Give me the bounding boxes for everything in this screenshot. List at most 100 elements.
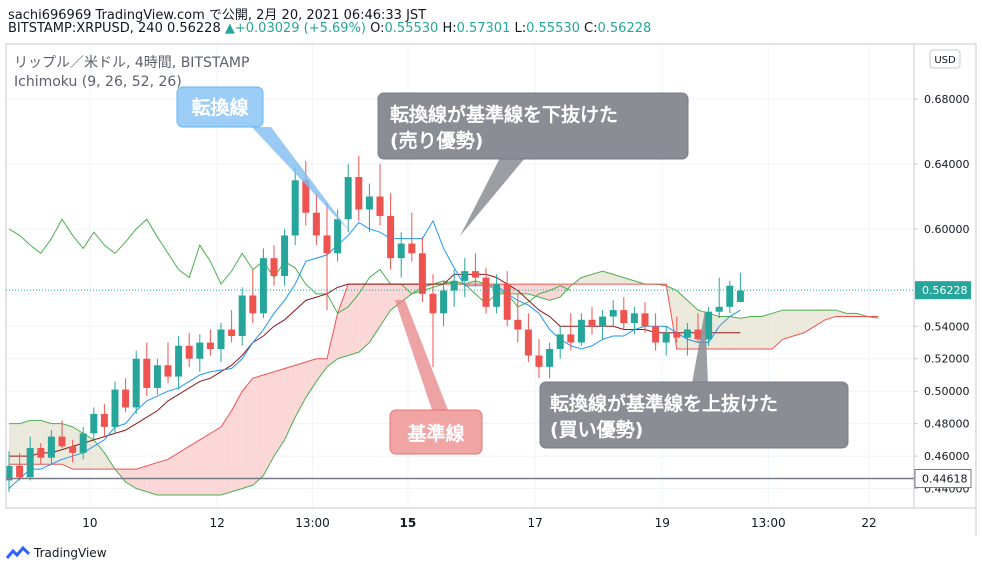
low-value: 0.55530	[526, 21, 580, 36]
cloud-segment	[623, 277, 635, 285]
candle-body	[493, 284, 501, 307]
x-tick-label: 12	[209, 516, 224, 530]
bear-cross-text-2: (売り優勢)	[390, 129, 483, 152]
candle-body	[599, 316, 607, 327]
cloud-segment	[284, 365, 296, 440]
candle-body	[291, 180, 299, 236]
candle-body	[683, 329, 691, 338]
cloud-segment	[231, 391, 243, 492]
open-value: 0.55530	[384, 21, 439, 36]
price-change: +0.03029 (+5.69%)	[234, 21, 366, 36]
y-tick-label: 0.54000	[924, 320, 970, 333]
cloud-segment	[793, 310, 804, 337]
y-tick-label: 0.52000	[924, 353, 970, 366]
cloud-segment	[751, 316, 762, 350]
candle-body	[524, 329, 532, 356]
line-price-tag	[914, 469, 972, 489]
cloud-segment	[210, 426, 221, 496]
y-tick-label: 0.48000	[924, 418, 970, 431]
price-axis[interactable]	[914, 44, 976, 508]
candle-body	[397, 243, 405, 259]
x-tick-label: 10	[82, 516, 97, 530]
cloud-segment	[528, 284, 539, 298]
x-tick-label: 15	[400, 516, 417, 530]
candle-body	[609, 310, 617, 317]
candle-body	[715, 306, 723, 312]
candle-body	[503, 284, 511, 320]
candle-body	[69, 446, 77, 453]
tradingview-logo[interactable]: TradingView	[6, 546, 107, 560]
currency-button[interactable]	[929, 49, 961, 69]
cloud-segment	[178, 446, 190, 496]
candle-body	[153, 365, 161, 388]
candle-body	[567, 334, 575, 343]
candle-body	[143, 358, 151, 388]
candle-body	[312, 212, 320, 236]
cloud-segment	[401, 284, 412, 302]
y-tick-label: 0.46000	[924, 450, 970, 463]
cloud-segment	[602, 271, 614, 285]
candle-body	[79, 433, 87, 453]
candle-body	[705, 311, 713, 340]
candle-body	[461, 271, 469, 281]
candle-body	[58, 436, 66, 447]
candle-body	[514, 319, 522, 330]
candle-body	[344, 177, 352, 220]
candle-body	[482, 277, 490, 307]
candle-body	[323, 235, 331, 254]
candle-body	[736, 290, 744, 302]
low-label: L:	[514, 21, 527, 36]
close-label: C:	[584, 21, 598, 36]
candle-body	[334, 219, 342, 254]
symbol-info: BITSTAMP:XRPUSD, 240 0.56228 ▲+0.03029 (…	[8, 21, 651, 36]
cloud-segment	[263, 371, 274, 476]
cloud-segment	[295, 361, 306, 418]
close-value: 0.56228	[597, 21, 652, 36]
candle-body	[673, 332, 681, 338]
candle-body	[429, 293, 437, 314]
cloud-segment	[804, 310, 815, 333]
bull-cross-callout-box	[539, 381, 849, 449]
bull-cross-text-2: (買い優勢)	[550, 418, 643, 441]
cloud-segment	[740, 316, 751, 350]
candle-body	[175, 345, 183, 377]
candle-body	[418, 253, 426, 294]
candle-body	[355, 177, 363, 210]
candle-body	[641, 313, 649, 327]
publish-info: sachi696969 TradingView.com で公開, 2月 20, …	[8, 8, 427, 23]
candle-body	[588, 319, 596, 327]
candle-body	[259, 258, 267, 314]
base-callout-pointer	[395, 300, 448, 410]
last-price-tag	[915, 281, 971, 300]
candle-body	[270, 258, 278, 276]
cloud-segment	[252, 374, 264, 486]
tradingview-brand: TradingView	[34, 546, 107, 560]
candle-body	[47, 436, 55, 458]
candle-body	[196, 342, 204, 359]
conversion-callout-text: 転換線	[191, 96, 248, 119]
y-tick-label: 0.50000	[924, 385, 970, 398]
cloud-segment	[814, 310, 826, 327]
cloud-segment	[9, 423, 20, 465]
symbol-price: BITSTAMP:XRPUSD, 240 0.56228	[8, 21, 221, 36]
candle-body	[726, 285, 734, 307]
cloud-segment	[825, 310, 836, 320]
candle-body	[185, 345, 193, 359]
open-label: O:	[370, 21, 385, 36]
cloud-segment	[189, 439, 200, 496]
lagging-span-line	[8, 218, 572, 315]
candle-body	[694, 329, 702, 340]
cloud-segment	[221, 410, 232, 496]
candle-body	[26, 447, 34, 478]
candle-body	[111, 389, 119, 427]
line-price-label: 0.44618	[922, 473, 968, 486]
candle-body	[408, 243, 416, 254]
cloud-segment	[62, 423, 73, 470]
cloud-segment	[337, 284, 349, 359]
candle-body	[249, 295, 257, 314]
cloud-segment	[772, 310, 783, 350]
candle-body	[132, 358, 140, 408]
y-tick-label: 0.60000	[924, 223, 970, 236]
cloud-segment	[316, 358, 327, 382]
